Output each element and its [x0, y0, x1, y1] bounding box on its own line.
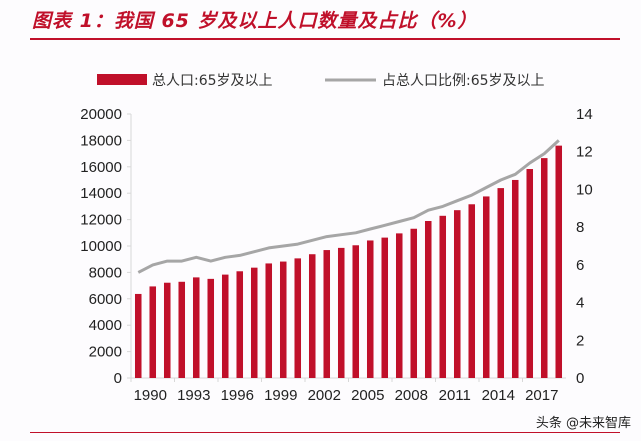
right-axis-tick-label: 8 — [576, 219, 584, 236]
bar-2007 — [381, 237, 389, 378]
right-axis-tick-label: 14 — [576, 106, 593, 123]
left-axis-tick-label: 16000 — [80, 159, 122, 176]
bottom-rule — [30, 432, 620, 433]
left-axis-tick-label: 20000 — [80, 106, 122, 123]
bar-2013 — [468, 204, 476, 378]
bar-2014 — [482, 196, 490, 378]
x-axis-tick-label: 2017 — [525, 387, 558, 404]
bar-1992 — [163, 282, 171, 378]
x-axis-tick-label: 2008 — [395, 387, 428, 404]
bar-2017 — [526, 169, 534, 378]
bar-1995 — [207, 278, 215, 378]
right-axis-tick-label: 0 — [576, 370, 584, 387]
bar-2002 — [308, 254, 316, 378]
bar-1993 — [178, 281, 186, 378]
bar-2001 — [294, 258, 302, 378]
right-axis-tick-label: 10 — [576, 181, 593, 198]
bar-1997 — [236, 271, 244, 378]
title-underline — [30, 38, 620, 40]
legend-label-bar: 总人口:65岁及以上 — [152, 73, 273, 89]
x-axis-tick-label: 1993 — [177, 387, 210, 404]
x-axis-tick-label: 1990 — [134, 387, 167, 404]
left-axis-tick-label: 12000 — [80, 212, 122, 229]
right-axis-tick-label: 6 — [576, 257, 584, 274]
right-axis-tick-label: 12 — [576, 144, 593, 161]
bar-2004 — [337, 247, 345, 378]
bar-2000 — [279, 261, 287, 378]
left-axis-tick-label: 18000 — [80, 132, 122, 149]
right-axis-tick-label: 2 — [576, 332, 584, 349]
x-axis-tick-label: 2014 — [482, 387, 515, 404]
legend-swatch-bar — [97, 74, 147, 85]
bar-2012 — [453, 210, 461, 378]
bar-2019 — [555, 145, 563, 378]
bar-2009 — [410, 228, 418, 378]
left-axis-tick-label: 8000 — [89, 264, 122, 281]
left-axis-tick-label: 4000 — [89, 317, 122, 334]
chart-title: 图表 1：我国 65 岁及以上人口数量及占比（%） — [32, 10, 478, 32]
left-axis-tick-label: 2000 — [89, 344, 122, 361]
left-axis-tick-label: 6000 — [89, 291, 122, 308]
left-axis-tick-label: 14000 — [80, 185, 122, 202]
right-axis-tick-label: 4 — [576, 295, 584, 312]
bar-2006 — [366, 240, 374, 378]
bar-2003 — [323, 250, 331, 378]
left-axis-tick-label: 10000 — [80, 238, 122, 255]
bar-1998 — [250, 267, 258, 378]
legend-label-line: 占总人口比例:65岁及以上 — [382, 73, 545, 89]
bar-1996 — [221, 274, 229, 378]
x-axis-tick-label: 1999 — [264, 387, 297, 404]
x-axis-tick-label: 1996 — [221, 387, 254, 404]
bar-2010 — [424, 220, 432, 378]
x-axis-tick-label: 2002 — [308, 387, 341, 404]
bar-2008 — [395, 233, 403, 378]
line-series-ratio — [137, 139, 560, 274]
x-axis-tick-label: 2011 — [439, 387, 471, 404]
bar-2005 — [352, 245, 360, 378]
x-axis-tick-label: 2005 — [351, 387, 384, 404]
bar-1999 — [265, 263, 273, 378]
watermark: 头条 @未来智库 — [535, 416, 631, 431]
bar-2016 — [511, 179, 519, 378]
bar-1994 — [192, 277, 200, 378]
bar-1991 — [149, 286, 157, 378]
bar-2018 — [540, 158, 548, 378]
left-axis-tick-label: 0 — [114, 370, 122, 387]
bar-2011 — [439, 215, 447, 378]
bar-2015 — [497, 188, 505, 378]
bar-1990 — [134, 293, 142, 378]
